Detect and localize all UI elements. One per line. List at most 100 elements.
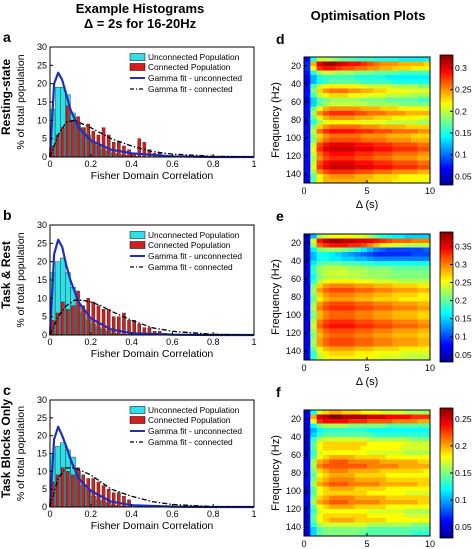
heatmap-cell bbox=[398, 111, 406, 116]
heatmap-cell bbox=[304, 428, 311, 433]
heatmap-cell bbox=[304, 504, 311, 510]
heatmap-cell bbox=[423, 256, 431, 262]
heatmap-cell bbox=[392, 66, 399, 71]
heatmap-cell bbox=[354, 133, 362, 139]
heatmap-cell bbox=[417, 531, 425, 537]
heatmap-cell bbox=[310, 270, 317, 275]
heatmap-cell bbox=[392, 97, 399, 103]
heatmap-cell bbox=[310, 156, 317, 161]
heatmap-cell bbox=[379, 234, 387, 239]
heatmap-cell bbox=[385, 142, 393, 148]
heatmap-cell bbox=[322, 61, 330, 67]
heatmap-cell bbox=[373, 61, 380, 67]
heatmap-cell bbox=[404, 174, 412, 179]
heatmap-cell bbox=[304, 156, 311, 161]
heatmap-cell bbox=[304, 491, 311, 496]
heatmap-cell bbox=[367, 306, 374, 311]
heatmap-cell bbox=[385, 124, 393, 130]
heatmap-cell bbox=[354, 477, 362, 483]
heatmap-cell bbox=[367, 252, 374, 257]
heatmap-cell bbox=[341, 115, 349, 121]
heatmap-cell bbox=[335, 351, 343, 356]
heatmap-cell bbox=[304, 297, 311, 302]
heatmap-cell bbox=[411, 256, 418, 262]
heatmap-cell bbox=[392, 509, 399, 514]
heatmap-cell bbox=[354, 178, 362, 184]
heatmap-cell bbox=[367, 178, 374, 184]
heatmap-cell bbox=[379, 261, 387, 266]
heatmap-cell bbox=[335, 238, 343, 244]
heatmap-cell bbox=[423, 410, 431, 415]
heatmap-cell bbox=[404, 115, 412, 121]
connected-bar bbox=[66, 309, 70, 336]
legend-entry: Unconnected Population bbox=[148, 52, 240, 62]
heatmap-cell bbox=[348, 324, 355, 329]
heatmap-cell bbox=[367, 265, 374, 271]
heatmap-cell bbox=[341, 459, 349, 465]
heatmap-cell bbox=[379, 455, 387, 460]
heatmap-cell bbox=[354, 337, 362, 343]
heatmap-cell bbox=[354, 256, 362, 262]
heatmap-cell bbox=[379, 288, 387, 293]
heatmap-cell bbox=[404, 238, 412, 244]
heatmap-cell bbox=[417, 428, 425, 433]
heatmap-cell bbox=[417, 423, 425, 429]
heatmap-cell bbox=[398, 288, 406, 293]
heatmap-cell bbox=[392, 446, 399, 451]
heatmap-cell bbox=[360, 328, 368, 334]
heatmap-cell bbox=[417, 279, 425, 284]
heatmap-cell bbox=[360, 270, 368, 275]
heatmap-cell bbox=[373, 428, 380, 433]
heatmap-cell bbox=[385, 355, 393, 361]
heatmap-cell bbox=[310, 355, 317, 361]
heatmap-cell bbox=[348, 129, 355, 134]
heatmap-cell bbox=[411, 292, 418, 298]
heatmap-cell bbox=[392, 351, 399, 356]
heatmap-cell bbox=[423, 495, 431, 501]
heatmap-cell bbox=[392, 319, 399, 325]
colorbar-tick-label: 0.2 bbox=[455, 441, 467, 451]
heatmap-cell bbox=[316, 414, 324, 420]
heatmap-cell bbox=[341, 261, 349, 266]
heatmap-cell bbox=[322, 319, 330, 325]
heatmap-cell bbox=[417, 270, 425, 275]
heatmap-cell bbox=[304, 315, 311, 320]
y-tick-label: 140 bbox=[286, 169, 301, 179]
heatmap-cell bbox=[354, 428, 362, 433]
heatmap-cell bbox=[398, 261, 406, 266]
heatmap-cell bbox=[354, 446, 362, 451]
heatmap-cell bbox=[404, 315, 412, 320]
heatmap-cell bbox=[404, 477, 412, 483]
heatmap-cell bbox=[348, 495, 355, 501]
heatmap-cell bbox=[379, 346, 387, 352]
heatmap-cell bbox=[322, 84, 330, 89]
heatmap-cell bbox=[373, 115, 380, 121]
heatmap-cell bbox=[304, 66, 311, 71]
y-tick-label: 20 bbox=[291, 238, 301, 248]
heatmap-cell bbox=[316, 410, 324, 415]
colorbar-tick-label: 0.25 bbox=[455, 278, 472, 288]
heatmap-cell bbox=[335, 518, 343, 523]
heatmap-cell bbox=[348, 261, 355, 266]
heatmap-cell bbox=[417, 142, 425, 148]
heatmap-cell bbox=[392, 495, 399, 501]
heatmap-cell bbox=[385, 243, 393, 248]
heatmap-cell bbox=[304, 531, 311, 537]
heatmap-cell bbox=[316, 93, 324, 98]
heatmap-cell bbox=[392, 518, 399, 523]
heatmap-cell bbox=[316, 147, 324, 152]
heatmap-cell bbox=[373, 256, 380, 262]
heatmap-cell bbox=[423, 450, 431, 456]
heatmap-cell bbox=[404, 279, 412, 284]
heatmap-cell bbox=[360, 522, 368, 528]
heatmap-cell bbox=[354, 174, 362, 179]
heatmap-cell bbox=[329, 468, 336, 474]
heatmap-cell bbox=[392, 306, 399, 311]
heatmap-cell bbox=[379, 315, 387, 320]
heatmap-cell bbox=[367, 437, 374, 442]
y-tick-label: 60 bbox=[291, 97, 301, 107]
heatmap-cell bbox=[417, 315, 425, 320]
heatmap-cell bbox=[348, 160, 355, 166]
heatmap-cell bbox=[423, 66, 431, 71]
heatmap-cell bbox=[411, 513, 418, 519]
